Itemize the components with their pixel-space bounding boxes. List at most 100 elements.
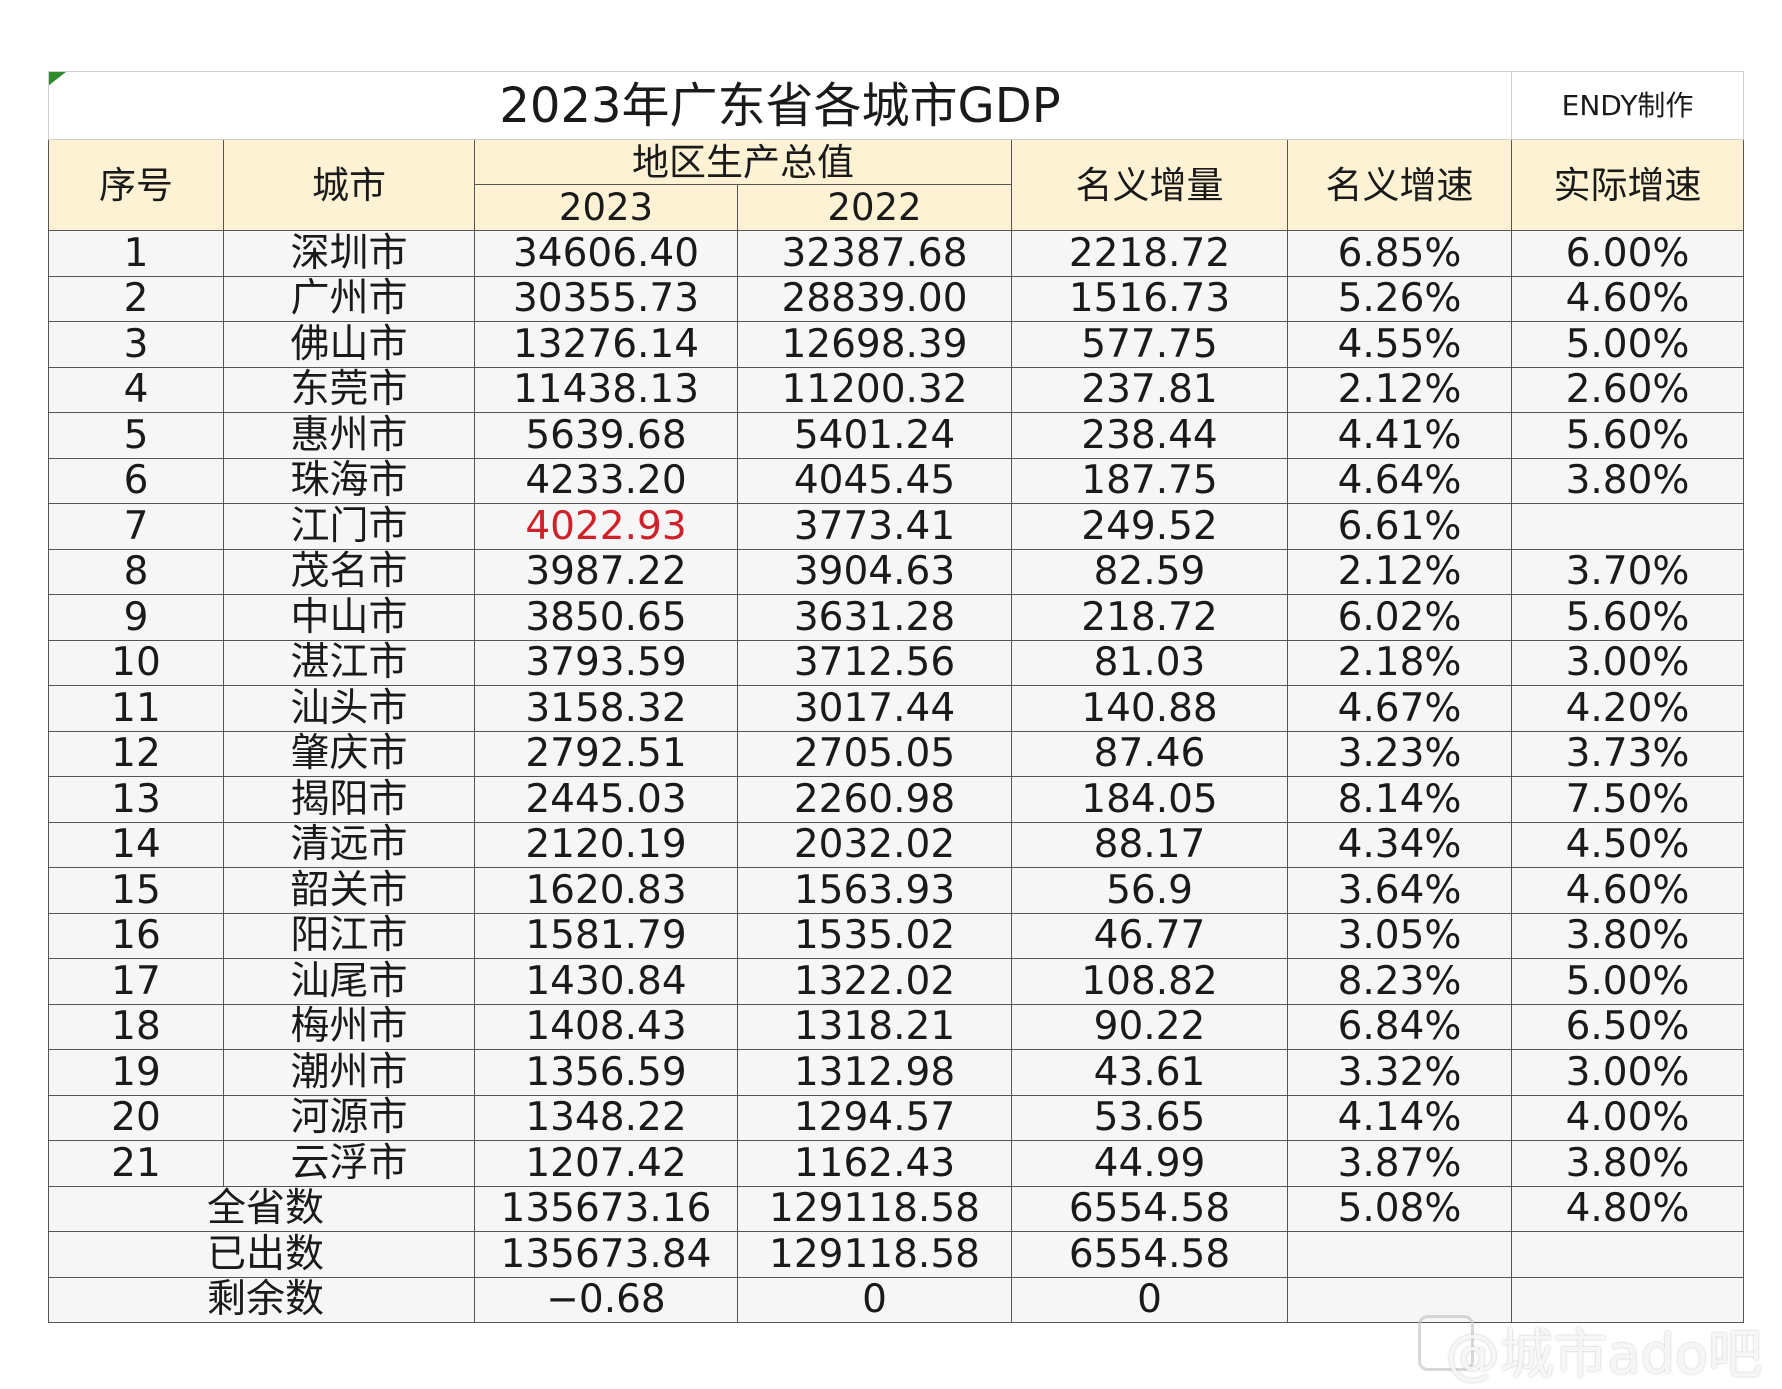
cell-nominal-increase: 140.88 xyxy=(1011,685,1288,732)
cell-gdp-2023: 3850.65 xyxy=(474,594,738,641)
header-year-2022: 2022 xyxy=(737,184,1012,231)
cell-real-growth: 5.60% xyxy=(1511,594,1745,641)
cell-city: 清远市 xyxy=(223,821,475,868)
header-gdp-group: 地区生产总值 xyxy=(474,139,1012,185)
cell-gdp-2023: 1207.42 xyxy=(474,1140,738,1187)
cell-nominal-increase: 108.82 xyxy=(1011,958,1288,1005)
cell-nominal-growth: 8.14% xyxy=(1286,776,1513,823)
cell-nominal-growth: 6.61% xyxy=(1286,503,1513,550)
cell-gdp-2022: 1535.02 xyxy=(737,912,1012,959)
cell-real-growth: 7.50% xyxy=(1511,776,1745,823)
cell-gdp-2023: 3793.59 xyxy=(474,639,738,686)
cell-index: 12 xyxy=(48,730,224,777)
cell-real-growth: 5.60% xyxy=(1511,412,1745,459)
watermark: @城市ado吧 xyxy=(1445,1323,1762,1386)
cell-city: 中山市 xyxy=(223,594,475,641)
cell-gdp-2022: 1294.57 xyxy=(737,1094,1012,1141)
cell-gdp-2022: 2705.05 xyxy=(737,730,1012,777)
gdp-spreadsheet: 2023年广东省各城市GDP ENDY制作 序号 城市 地区生产总值 名义增量 … xyxy=(47,71,1745,1323)
credit-label: ENDY制作 xyxy=(1511,71,1745,140)
cell-index: 11 xyxy=(48,685,224,732)
cell-gdp-2022: 1322.02 xyxy=(737,958,1012,1005)
cell-nominal-increase: 6554.58 xyxy=(1011,1231,1288,1278)
cell-nominal-increase: 53.65 xyxy=(1011,1094,1288,1141)
table-row: 4 东莞市 11438.13 11200.32 237.81 2.12% 2.60% xyxy=(48,366,1745,413)
cell-nominal-increase: 87.46 xyxy=(1011,730,1288,777)
cell-real-growth: 5.00% xyxy=(1511,321,1745,368)
cell-nominal-growth: 3.32% xyxy=(1286,1049,1513,1096)
weibo-icon xyxy=(1418,1315,1474,1371)
cell-nominal-growth: 3.64% xyxy=(1286,867,1513,914)
cell-nominal-growth: 8.23% xyxy=(1286,958,1513,1005)
cell-real-growth: 3.00% xyxy=(1511,1049,1745,1096)
table-row: 18 梅州市 1408.43 1318.21 90.22 6.84% 6.50% xyxy=(48,1003,1745,1050)
table-row: 8 茂名市 3987.22 3904.63 82.59 2.12% 3.70% xyxy=(48,548,1745,595)
cell-nominal-increase: 238.44 xyxy=(1011,412,1288,459)
cell-gdp-2022: 11200.32 xyxy=(737,366,1012,413)
cell-index: 4 xyxy=(48,366,224,413)
cell-gdp-2022: 0 xyxy=(737,1276,1012,1323)
cell-gdp-2023: 1581.79 xyxy=(474,912,738,959)
cell-nominal-increase: 187.75 xyxy=(1011,457,1288,504)
cell-nominal-increase: 43.61 xyxy=(1011,1049,1288,1096)
cell-gdp-2023: 13276.14 xyxy=(474,321,738,368)
summary-row: 全省数 135673.16 129118.58 6554.58 5.08% 4.80% xyxy=(48,1185,1745,1232)
cell-nominal-increase: 46.77 xyxy=(1011,912,1288,959)
cell-gdp-2023: 30355.73 xyxy=(474,275,738,322)
cell-gdp-2022: 32387.68 xyxy=(737,230,1012,277)
cell-city: 佛山市 xyxy=(223,321,475,368)
header-nominal-increase: 名义增量 xyxy=(1011,139,1288,231)
cell-gdp-2022: 129118.58 xyxy=(737,1231,1012,1278)
cell-real-growth: 3.70% xyxy=(1511,548,1745,595)
cell-nominal-increase: 249.52 xyxy=(1011,503,1288,550)
header-year-2023: 2023 xyxy=(474,184,738,231)
cell-nominal-growth: 3.23% xyxy=(1286,730,1513,777)
cell-real-growth: 5.00% xyxy=(1511,958,1745,1005)
table-row: 12 肇庆市 2792.51 2705.05 87.46 3.23% 3.73% xyxy=(48,730,1745,777)
header-city: 城市 xyxy=(223,139,475,231)
cell-nominal-increase: 88.17 xyxy=(1011,821,1288,868)
cell-real-growth: 4.80% xyxy=(1511,1185,1745,1232)
cell-real-growth xyxy=(1511,1276,1745,1323)
cell-gdp-2022: 5401.24 xyxy=(737,412,1012,459)
cell-nominal-growth xyxy=(1286,1276,1513,1323)
cell-real-growth: 6.50% xyxy=(1511,1003,1745,1050)
cell-city: 东莞市 xyxy=(223,366,475,413)
cell-nominal-increase: 81.03 xyxy=(1011,639,1288,686)
cell-gdp-2023: 2792.51 xyxy=(474,730,738,777)
cell-index: 5 xyxy=(48,412,224,459)
cell-index: 2 xyxy=(48,275,224,322)
cell-gdp-2023: 11438.13 xyxy=(474,366,738,413)
cell-nominal-growth: 2.12% xyxy=(1286,548,1513,595)
summary-row: 已出数 135673.84 129118.58 6554.58 xyxy=(48,1231,1745,1278)
cell-nominal-increase: 0 xyxy=(1011,1276,1288,1323)
cell-city: 阳江市 xyxy=(223,912,475,959)
cell-city: 深圳市 xyxy=(223,230,475,277)
cell-gdp-2022: 3631.28 xyxy=(737,594,1012,641)
cell-nominal-growth xyxy=(1286,1231,1513,1278)
summary-row: 剩余数 −0.68 0 0 xyxy=(48,1276,1745,1323)
cell-real-growth: 3.73% xyxy=(1511,730,1745,777)
cell-gdp-2023: 4233.20 xyxy=(474,457,738,504)
cell-city: 珠海市 xyxy=(223,457,475,504)
cell-nominal-growth: 2.18% xyxy=(1286,639,1513,686)
cell-index: 17 xyxy=(48,958,224,1005)
table-row: 7 江门市 4022.93 3773.41 249.52 6.61% xyxy=(48,503,1745,550)
table-row: 20 河源市 1348.22 1294.57 53.65 4.14% 4.00% xyxy=(48,1094,1745,1141)
table-row: 17 汕尾市 1430.84 1322.02 108.82 8.23% 5.00% xyxy=(48,958,1745,1005)
cell-city: 梅州市 xyxy=(223,1003,475,1050)
cell-index: 3 xyxy=(48,321,224,368)
cell-nominal-growth: 5.08% xyxy=(1286,1185,1513,1232)
cell-nominal-increase: 184.05 xyxy=(1011,776,1288,823)
table-row: 14 清远市 2120.19 2032.02 88.17 4.34% 4.50% xyxy=(48,821,1745,868)
cell-nominal-increase: 82.59 xyxy=(1011,548,1288,595)
cell-city: 河源市 xyxy=(223,1094,475,1141)
cell-gdp-2023: 2445.03 xyxy=(474,776,738,823)
cell-gdp-2022: 28839.00 xyxy=(737,275,1012,322)
cell-gdp-2022: 1563.93 xyxy=(737,867,1012,914)
table-row: 10 湛江市 3793.59 3712.56 81.03 2.18% 3.00% xyxy=(48,639,1745,686)
cell-city: 揭阳市 xyxy=(223,776,475,823)
summary-label: 全省数 xyxy=(48,1185,475,1232)
summary-label: 已出数 xyxy=(48,1231,475,1278)
page-title: 2023年广东省各城市GDP xyxy=(47,71,1513,140)
